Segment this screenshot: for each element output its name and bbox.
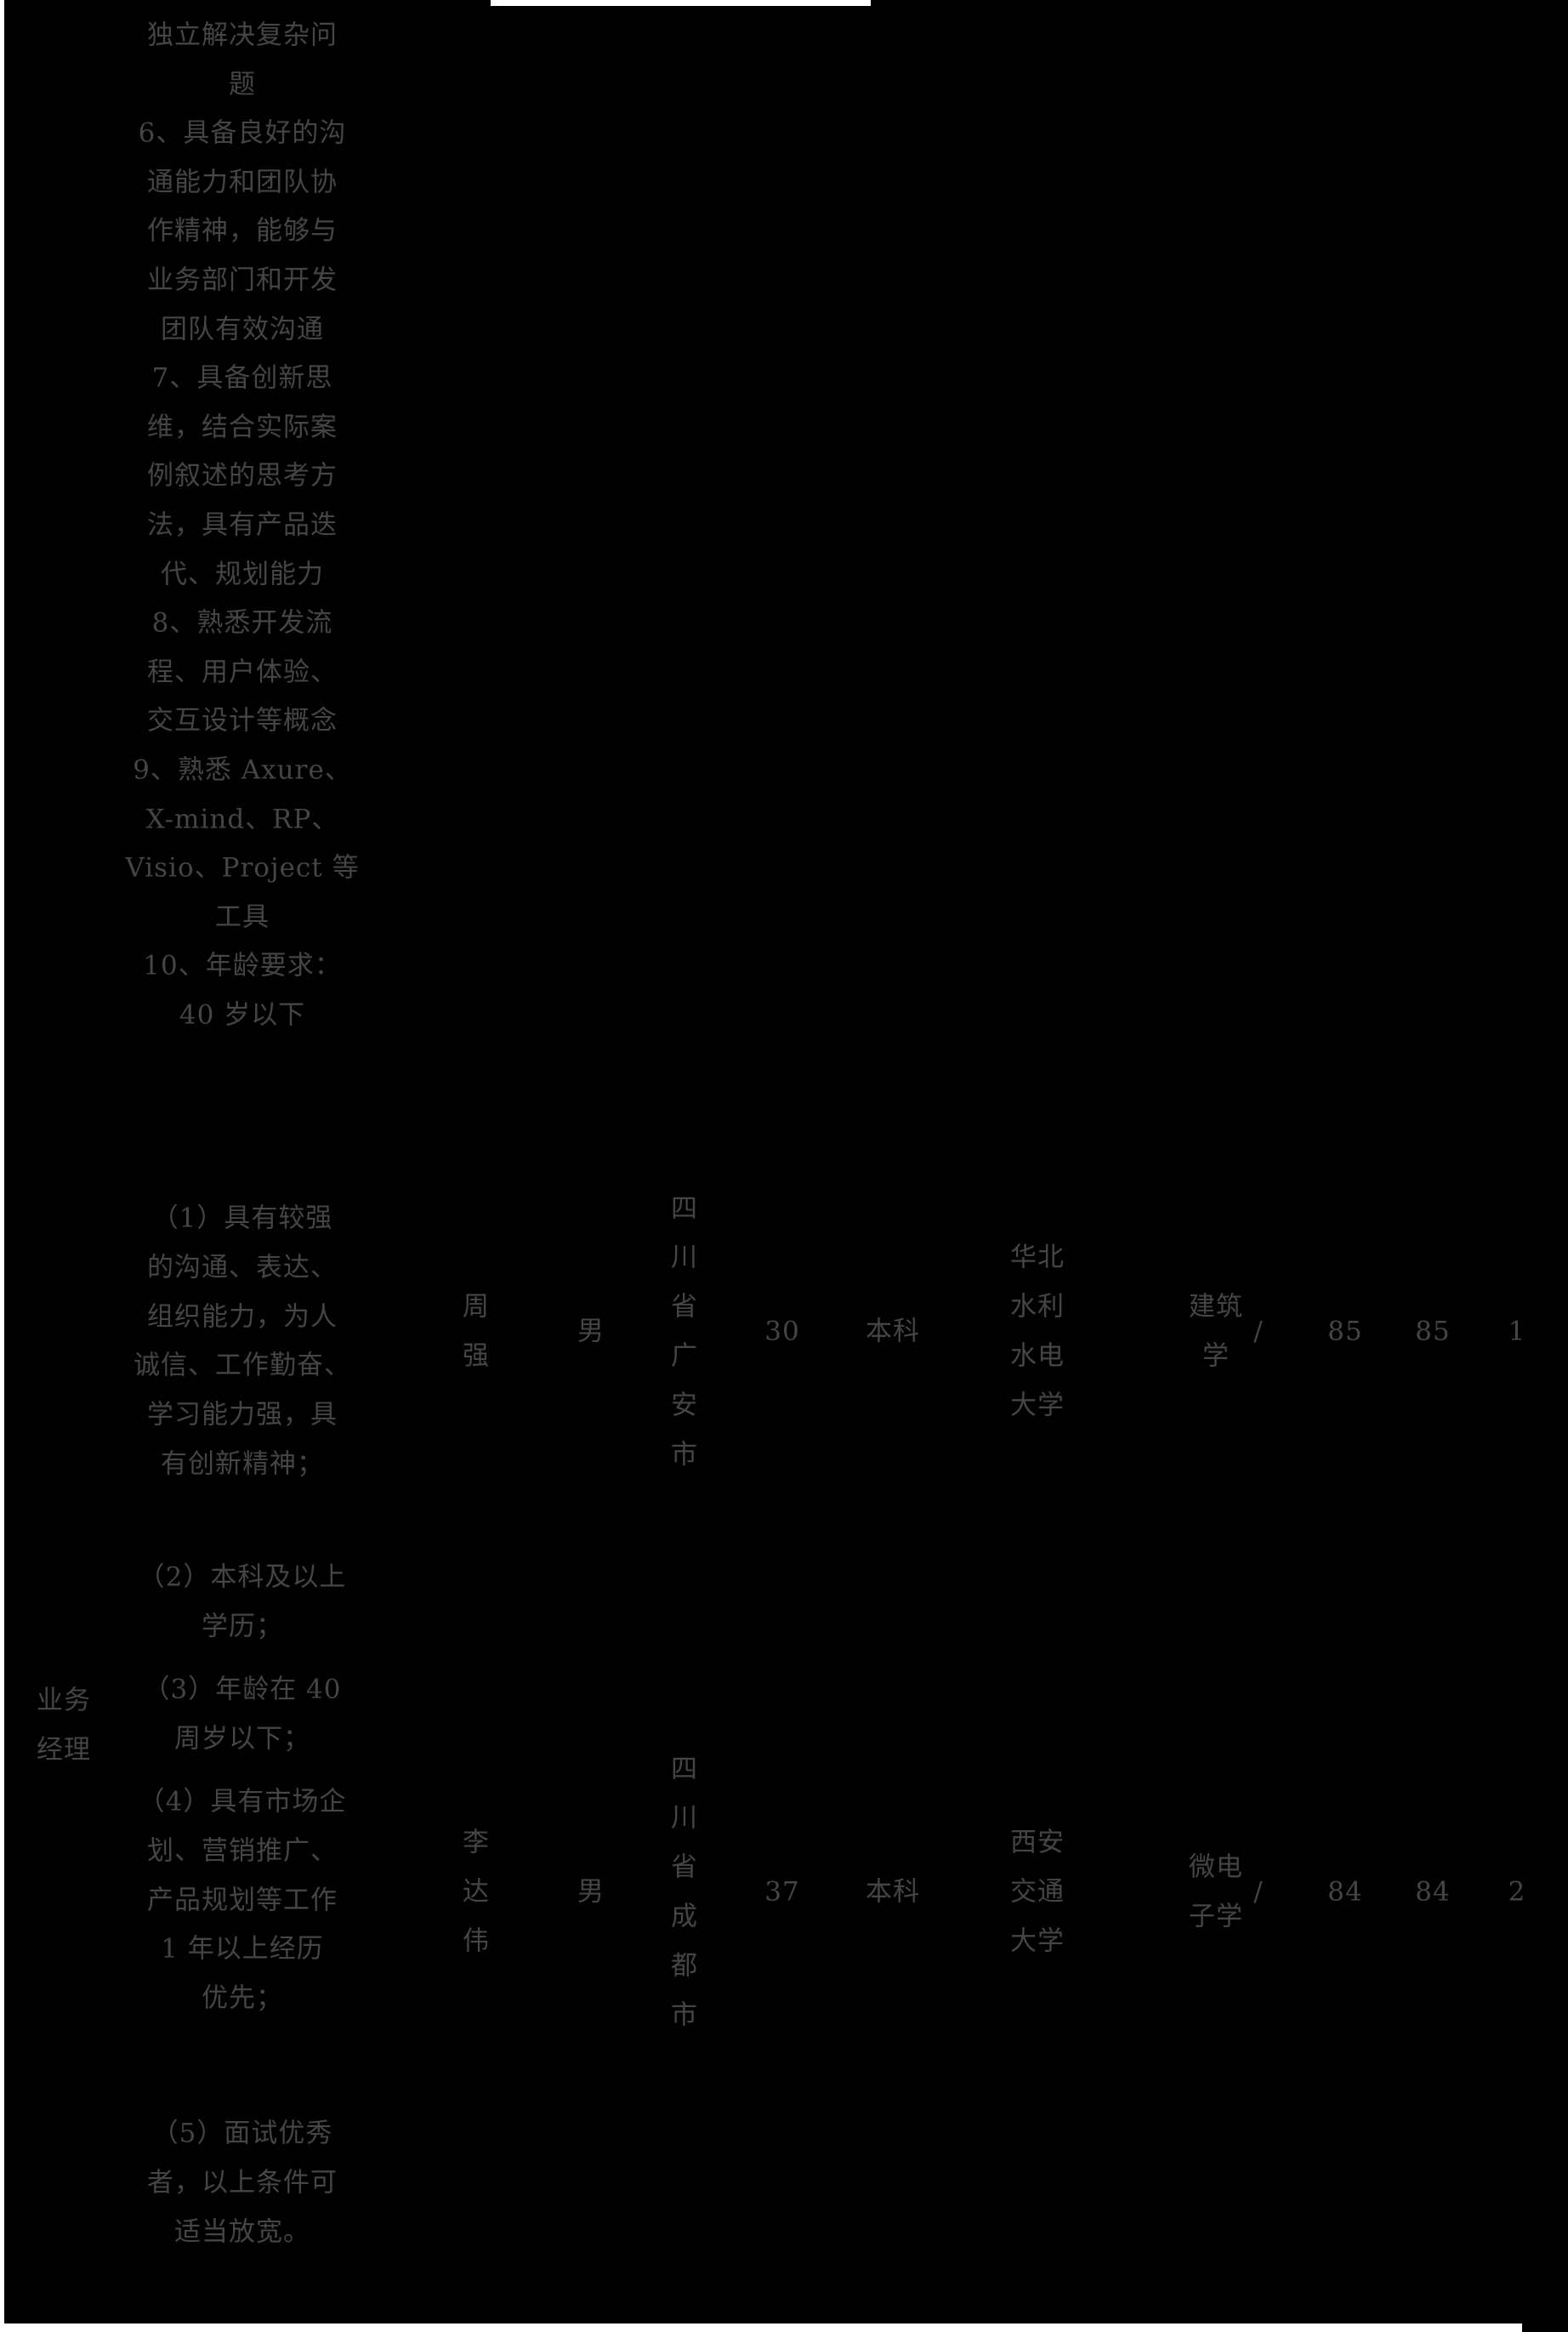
age-value: 37 — [764, 1876, 800, 1908]
birthplace-char: 川 — [671, 1802, 698, 1834]
requirement-line: 优先； — [202, 1982, 283, 2014]
candidate-name-line: 强 — [463, 1340, 490, 1372]
university-line: 水利 — [1010, 1291, 1065, 1322]
score-value: 85 — [1327, 1316, 1363, 1347]
requirement-line: 作精神，能够与 — [147, 215, 338, 247]
major-line: 微电 — [1189, 1851, 1243, 1883]
requirement-line: 划、营销推广、 — [147, 1835, 338, 1867]
requirement-line: 组织能力，为人 — [147, 1301, 338, 1333]
major-line: 学 — [1202, 1340, 1230, 1372]
birthplace-char: 广 — [671, 1340, 698, 1372]
university-line: 大学 — [1010, 1925, 1065, 1957]
page-edge-bottom-highlight — [0, 2323, 1522, 2332]
birthplace-char: 市 — [671, 1439, 698, 1470]
birthplace-char: 安 — [671, 1390, 698, 1421]
requirement-line: 7、具备创新思 — [151, 362, 333, 394]
requirement-line: 6、具备良好的沟 — [138, 117, 347, 149]
requirement-line: 团队有效沟通 — [161, 314, 324, 345]
university-line: 华北 — [1010, 1242, 1065, 1273]
position-label-line: 经理 — [37, 1734, 91, 1766]
score-value: 85 — [1415, 1316, 1451, 1347]
university-line: 交通 — [1010, 1876, 1065, 1908]
requirement-line: 者，以上条件可 — [147, 2167, 338, 2198]
requirement-line: 法，具有产品迭 — [147, 509, 338, 541]
birthplace-char: 四 — [671, 1193, 698, 1224]
candidate-name-line: 周 — [463, 1291, 490, 1322]
candidate-name-line: 李 — [463, 1827, 490, 1858]
requirement-line: 独立解决复杂问 — [147, 20, 338, 51]
requirement-line: 例叙述的思考方 — [147, 460, 338, 492]
birthplace-char: 四 — [671, 1754, 698, 1784]
requirement-line: 程、用户体验、 — [147, 657, 338, 688]
requirement-line: 诚信、工作勤奋、 — [134, 1350, 351, 1381]
birthplace-char: 都 — [671, 1950, 698, 1982]
requirement-line: 10、年龄要求： — [143, 950, 342, 981]
university-line: 大学 — [1010, 1390, 1065, 1421]
requirement-line: 代、规划能力 — [161, 559, 324, 590]
requirement-line: （4）具有市场企 — [138, 1786, 347, 1817]
requirement-line: 业务部门和开发 — [147, 264, 338, 296]
requirement-line: 适当放宽。 — [174, 2216, 310, 2248]
requirement-line: 学历； — [202, 1611, 283, 1642]
requirement-line: 有创新精神； — [161, 1448, 324, 1480]
birthplace-char: 成 — [671, 1901, 698, 1932]
position-label-line: 业务 — [37, 1685, 91, 1716]
requirement-line: X-mind、RP、 — [145, 804, 339, 835]
university-line: 西安 — [1010, 1827, 1065, 1858]
requirement-line: （3）年龄在 40 — [143, 1674, 342, 1705]
university-line: 水电 — [1010, 1340, 1065, 1372]
score-value: 84 — [1415, 1876, 1451, 1908]
birthplace-char: 市 — [671, 1999, 698, 2030]
candidate-name-line: 达 — [463, 1876, 490, 1908]
requirement-line: （5）面试优秀 — [151, 2118, 333, 2149]
birthplace-char: 川 — [671, 1242, 698, 1273]
candidate-name-line: 伟 — [463, 1925, 490, 1957]
requirement-line: 交互设计等概念 — [147, 705, 338, 737]
requirement-line: 1 年以上经历 — [161, 1933, 324, 1965]
slash-value: / — [1253, 1876, 1264, 1908]
rank-value: 1 — [1508, 1316, 1526, 1347]
gender-value: 男 — [577, 1316, 605, 1347]
requirement-line: （2）本科及以上 — [138, 1561, 347, 1593]
requirement-line: Visio、Project 等 — [125, 852, 360, 884]
birthplace-char: 省 — [671, 1291, 698, 1322]
requirement-line: 通能力和团队协 — [147, 167, 338, 198]
education-value: 本科 — [866, 1876, 920, 1908]
requirement-line: 周岁以下； — [174, 1723, 310, 1755]
page-edge-top-highlight — [491, 0, 871, 6]
requirement-line: 9、熟悉 Axure、 — [133, 754, 352, 786]
requirement-line: 题 — [229, 69, 256, 100]
score-value: 84 — [1327, 1876, 1363, 1908]
age-value: 30 — [764, 1316, 800, 1347]
requirement-line: 工具 — [215, 902, 270, 933]
requirement-line: 8、熟悉开发流 — [151, 607, 333, 639]
requirement-line: 的沟通、表达、 — [147, 1252, 338, 1283]
major-line: 子学 — [1189, 1901, 1243, 1932]
requirement-line: （1）具有较强 — [151, 1203, 333, 1234]
requirement-line: 维，结合实际案 — [147, 412, 338, 443]
gender-value: 男 — [577, 1876, 605, 1908]
requirement-line: 学习能力强，具 — [147, 1399, 338, 1430]
requirement-line: 40 岁以下 — [179, 999, 306, 1031]
requirement-line: 产品规划等工作 — [147, 1885, 338, 1916]
birthplace-char: 省 — [671, 1851, 698, 1883]
rank-value: 2 — [1508, 1876, 1526, 1908]
education-value: 本科 — [866, 1316, 920, 1347]
page-edge-left-highlight — [0, 0, 4, 2332]
major-line: 建筑 — [1189, 1291, 1243, 1322]
slash-value: / — [1253, 1316, 1264, 1347]
